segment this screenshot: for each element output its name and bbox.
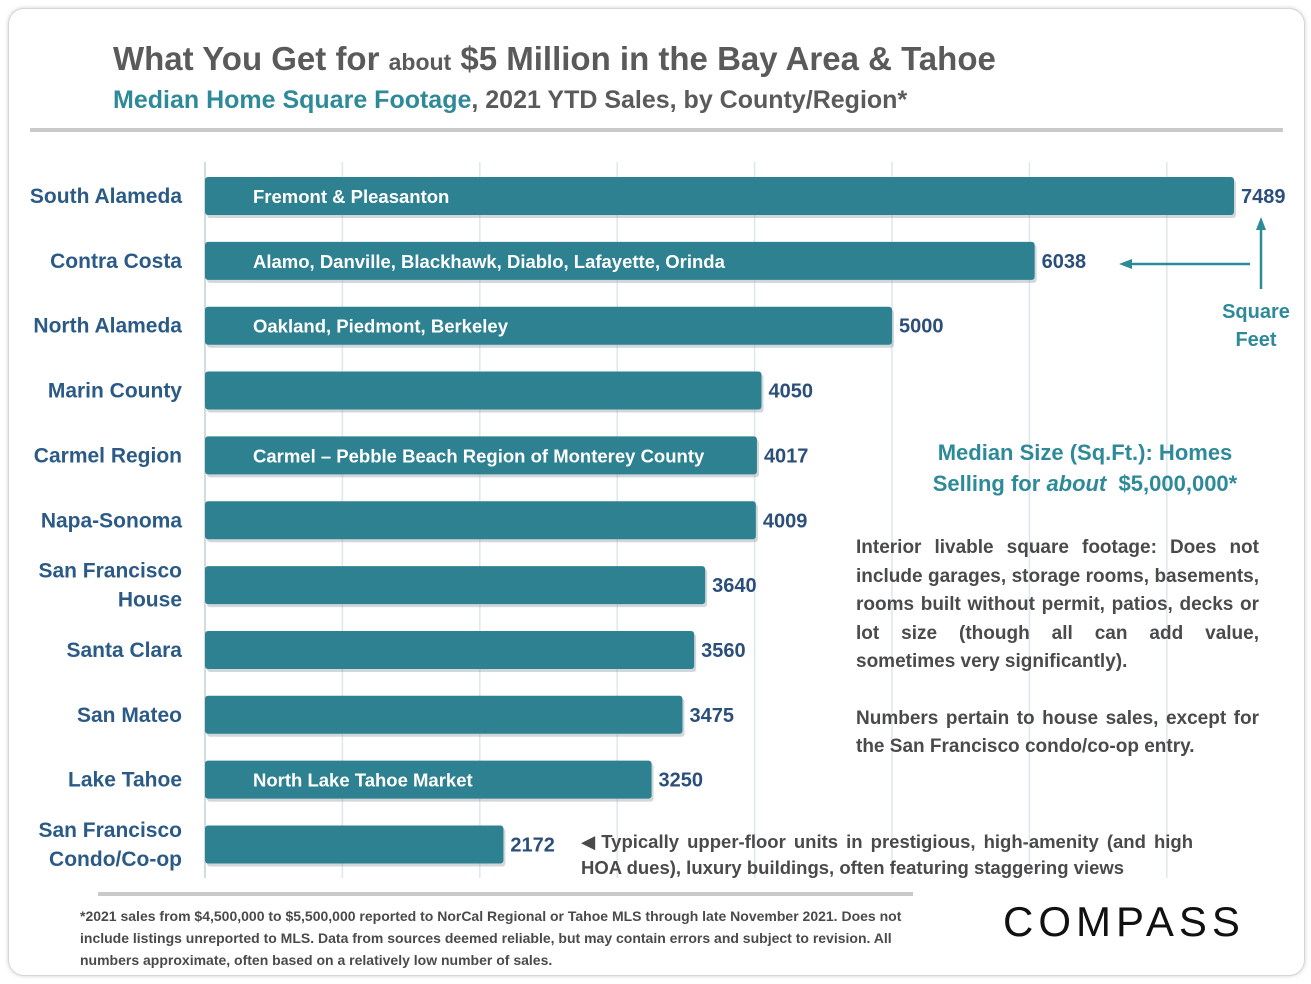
value-label: 4017 — [764, 445, 809, 467]
value-label: 3640 — [712, 575, 757, 597]
bar — [205, 501, 756, 540]
category-label: Contra Costa — [50, 250, 182, 273]
unit-label: Square Feet — [1210, 298, 1302, 354]
side-note-definition: Interior livable square footage: Does no… — [856, 537, 1259, 672]
value-label: 3250 — [659, 770, 704, 792]
bar-inner-label: North Lake Tahoe Market — [253, 770, 473, 791]
bar-inner-label: Oakland, Piedmont, Berkeley — [253, 316, 509, 337]
left-arrow-head — [1119, 259, 1132, 269]
value-label: 6038 — [1042, 251, 1087, 273]
side-note-scope: Numbers pertain to house sales, except f… — [856, 707, 1259, 758]
unit-label-line1: Square — [1222, 301, 1290, 323]
side-title-price: $5,000,000* — [1106, 471, 1238, 496]
bar-inner-label: Fremont & Pleasanton — [253, 186, 449, 207]
title-part1: What You Get for — [113, 40, 389, 77]
subtitle-rest: , 2021 YTD Sales, by County/Region* — [471, 86, 908, 114]
side-note: Interior livable square footage: Does no… — [856, 534, 1259, 762]
footnote: *2021 sales from $4,500,000 to $5,500,00… — [80, 908, 902, 968]
category-label: Lake Tahoe — [68, 769, 182, 792]
left-triangle-icon: ◀ — [581, 831, 596, 852]
subtitle-highlight: Median Home Square Footage — [113, 86, 472, 114]
bar — [205, 760, 652, 799]
chart-title: What You Get for about $5 Million in the… — [113, 40, 996, 78]
value-label: 4009 — [763, 510, 808, 532]
bar — [205, 825, 504, 864]
up-arrow-head — [1256, 217, 1266, 230]
bar — [205, 436, 757, 475]
bar — [205, 306, 893, 345]
side-title-pre: Selling for — [932, 471, 1047, 496]
bar — [205, 371, 762, 410]
bar — [205, 177, 1234, 215]
value-label: 4050 — [768, 381, 813, 403]
category-label: Marin County — [48, 380, 182, 403]
bar — [205, 566, 706, 605]
compass-logo: COMPASS — [1003, 898, 1245, 945]
unit-label-line2: Feet — [1235, 329, 1277, 351]
chart-subtitle: Median Home Square Footage, 2021 YTD Sal… — [113, 86, 907, 115]
category-label: Santa Clara — [66, 639, 182, 662]
bar-inner-label: Alamo, Danville, Blackhawk, Diablo, Lafa… — [253, 251, 726, 272]
value-label: 7489 — [1241, 186, 1286, 208]
bar — [205, 695, 683, 734]
category-label: Condo/Co-op — [49, 848, 182, 871]
bar-inner-label: Carmel – Pebble Beach Region of Monterey… — [253, 445, 705, 466]
bar — [205, 630, 695, 669]
value-label: 3475 — [689, 705, 734, 727]
category-label: North Alameda — [33, 315, 182, 338]
category-label: Napa-Sonoma — [41, 509, 183, 532]
top-divider — [30, 128, 1283, 132]
side-title: Median Size (Sq.Ft.): Homes Selling for … — [900, 437, 1270, 499]
side-title-line2: Selling for about $5,000,000* — [900, 468, 1270, 499]
category-label: Carmel Region — [34, 444, 182, 467]
condo-note-text: Typically upper-floor units in prestigio… — [581, 831, 1193, 878]
title-about: about — [388, 49, 452, 75]
value-label: 2172 — [510, 835, 555, 857]
category-label: San Francisco — [38, 819, 182, 842]
value-label: 3560 — [701, 640, 746, 662]
condo-note: ◀ Typically upper-floor units in prestigi… — [581, 829, 1193, 880]
category-label: South Alameda — [30, 185, 182, 208]
value-label: 5000 — [899, 316, 944, 338]
bottom-divider — [98, 892, 913, 896]
side-title-about: about — [1046, 471, 1107, 496]
bar — [205, 241, 1035, 280]
side-title-line1: Median Size (Sq.Ft.): Homes — [937, 440, 1233, 465]
category-label: San Francisco — [38, 560, 182, 583]
slide-card — [8, 8, 1305, 976]
category-label: San Mateo — [77, 704, 182, 727]
title-part2: $5 Million in the Bay Area & Tahoe — [451, 40, 996, 77]
category-label: House — [118, 589, 182, 612]
